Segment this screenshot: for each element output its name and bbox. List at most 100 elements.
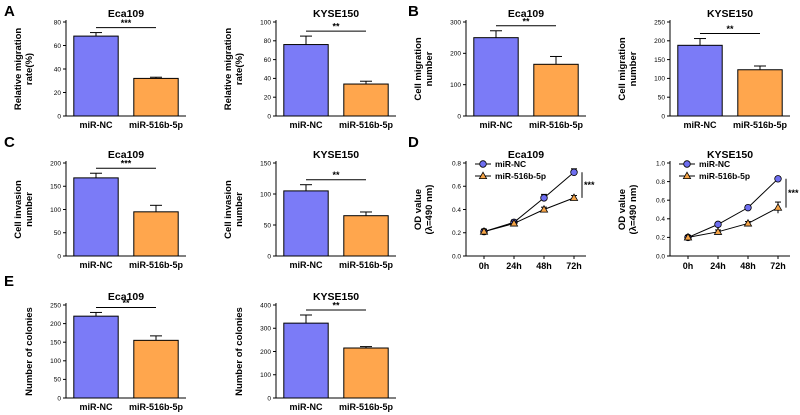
chart-c1-y-tick-label-0: 0 [57, 253, 61, 260]
chart-b2-y-tick-label-3: 150 [654, 57, 665, 64]
chart-b2-bar-1 [737, 69, 783, 117]
chart-b1-bar-1 [533, 63, 579, 117]
chart-d1-y-tick-label-0: 0.0 [452, 253, 461, 260]
chart-c2-y-label-1: number [234, 192, 245, 227]
chart-a1-y-tick-label-2: 40 [54, 66, 62, 73]
chart-a2-y-tick-label-3: 60 [264, 57, 272, 64]
panel-letter-c: C [4, 134, 15, 151]
chart-c1-y-tick-label-3: 150 [50, 184, 61, 191]
chart-c2-category-label-0: miR-NC [290, 260, 323, 270]
chart-e1-bar-0 [73, 315, 119, 399]
chart-d2-x-tick-label-3: 72h [770, 261, 786, 271]
chart-e1-y-tick-label-2: 100 [50, 358, 61, 365]
chart-b1-bar-0 [473, 37, 519, 117]
chart-b1-significance-label: ** [522, 16, 530, 26]
chart-d2-point-516b-3 [773, 203, 783, 211]
chart-b1-category-label-0: miR-NC [480, 120, 513, 130]
chart-b2-y-tick-label-5: 250 [654, 19, 665, 26]
chart-c2-significance-label: ** [332, 170, 340, 180]
chart-d1-y-label-0: OD value [413, 189, 424, 230]
chart-a2-significance-label: ** [332, 22, 340, 32]
chart-d2-title: KYSE150 [707, 149, 753, 161]
chart-d2-series-line-1 [687, 207, 779, 238]
chart-a1-y-label-1: rate(%) [24, 53, 35, 85]
chart-d2-x-tick-label-1: 24h [710, 261, 726, 271]
chart-e2-y-tick-label-1: 100 [260, 372, 271, 379]
chart-b2-y-tick-label-4: 200 [654, 38, 665, 45]
chart-e1-category-label-0: miR-NC [80, 402, 113, 412]
chart-d1-y-tick-label-1: 0.2 [452, 230, 461, 237]
chart-d2-legend-marker-0 [683, 160, 691, 168]
chart-a2-y-tick-label-4: 80 [264, 38, 272, 45]
chart-d2-point-nc-1 [714, 220, 722, 229]
chart-d1-point-516b-1 [509, 218, 519, 227]
chart-d1-legend-label-1: miR-516b-5p [495, 171, 546, 181]
chart-b2-y-label-1: number [628, 51, 639, 86]
chart-c1-category-label-0: miR-NC [80, 260, 113, 270]
chart-c1-category-label-1: miR-516b-5p [129, 260, 184, 270]
chart-d1-y-tick-label-2: 0.4 [452, 207, 461, 214]
chart-d2-significance-label: *** [788, 188, 799, 198]
chart-b2-title: KYSE150 [707, 8, 753, 20]
chart-c2-title: KYSE150 [313, 149, 359, 161]
chart-e1-title: Eca109 [108, 291, 144, 303]
chart-d2-point-nc-3 [774, 175, 782, 183]
chart-a1-category-label-1: miR-516b-5p [129, 120, 184, 130]
chart-b1-y-tick-label-2: 200 [450, 51, 461, 58]
chart-d2-y-tick-label-4: 0.8 [656, 179, 665, 186]
chart-a2-bar-0 [283, 44, 329, 117]
chart-a2-y-tick-label-5: 100 [260, 19, 271, 26]
chart-d1-point-516b-0 [479, 226, 489, 235]
chart-c2-bar-0 [283, 190, 329, 257]
chart-d2-legend-marker-1 [682, 171, 692, 180]
chart-e1-y-tick-label-3: 150 [50, 340, 61, 347]
chart-d2-y-tick-label-5: 1.0 [656, 160, 665, 167]
chart-e2-title: KYSE150 [313, 291, 359, 303]
chart-c1-bar-1 [133, 211, 179, 257]
chart-a2-y-tick-label-0: 0 [267, 113, 271, 120]
chart-b2-bar-0 [677, 44, 723, 117]
chart-e1-bar-1 [133, 339, 179, 399]
panel-letter-b: B [408, 3, 419, 20]
chart-e2-y-tick-label-0: 0 [267, 395, 271, 402]
chart-c1-y-tick-label-4: 200 [50, 160, 61, 167]
chart-b2-y-tick-label-1: 50 [658, 95, 666, 102]
chart-c2-y-tick-label-3: 150 [260, 160, 271, 167]
chart-a2-category-label-1: miR-516b-5p [339, 120, 394, 130]
chart-d2-y-tick-label-0: 0.0 [656, 253, 665, 260]
chart-e1-y-tick-label-0: 0 [57, 395, 61, 402]
chart-d1-x-tick-label-1: 24h [506, 261, 522, 271]
chart-b2-y-tick-label-2: 100 [654, 76, 665, 83]
chart-c2-y-tick-label-0: 0 [267, 253, 271, 260]
chart-d1-point-516b-3 [569, 193, 579, 201]
chart-d1-x-tick-label-2: 48h [536, 261, 552, 271]
chart-e2-significance-label: ** [332, 300, 340, 310]
panel-letter-e: E [4, 273, 14, 290]
chart-d1-series-line-1 [483, 197, 575, 233]
chart-c1-y-tick-label-2: 100 [50, 207, 61, 214]
chart-d2-point-516b-0 [683, 232, 693, 241]
chart-e2-y-tick-label-3: 300 [260, 326, 271, 333]
chart-e1-y-tick-label-1: 50 [54, 377, 62, 384]
chart-a2-y-label-1: rate(%) [234, 53, 245, 85]
chart-a1-bar-1 [133, 77, 179, 117]
panel-letter-a: A [4, 3, 15, 20]
chart-a1-y-tick-label-3: 60 [54, 43, 62, 50]
chart-d1-point-nc-2 [540, 194, 548, 202]
chart-a2-y-tick-label-2: 40 [264, 76, 272, 83]
chart-a1-category-label-0: miR-NC [80, 120, 113, 130]
chart-d1-legend-marker-1 [478, 171, 488, 180]
chart-d2-point-516b-1 [713, 227, 723, 235]
chart-b1-category-label-1: miR-516b-5p [529, 120, 584, 130]
chart-e2-y-tick-label-2: 200 [260, 349, 271, 356]
chart-d2-legend-label-0: miR-NC [699, 159, 730, 169]
chart-d1-series-line-0 [483, 171, 575, 233]
chart-d1-x-tick-label-0: 0h [479, 261, 490, 271]
chart-d1-legend-label-0: miR-NC [495, 159, 526, 169]
chart-a2-y-label-0: Relative migration [223, 28, 234, 111]
chart-a1-y-tick-label-4: 80 [54, 19, 62, 26]
panel-letter-d: D [408, 134, 419, 151]
chart-e1-y-label-0: Number of colonies [24, 307, 35, 396]
chart-e2-bar-0 [283, 322, 329, 399]
